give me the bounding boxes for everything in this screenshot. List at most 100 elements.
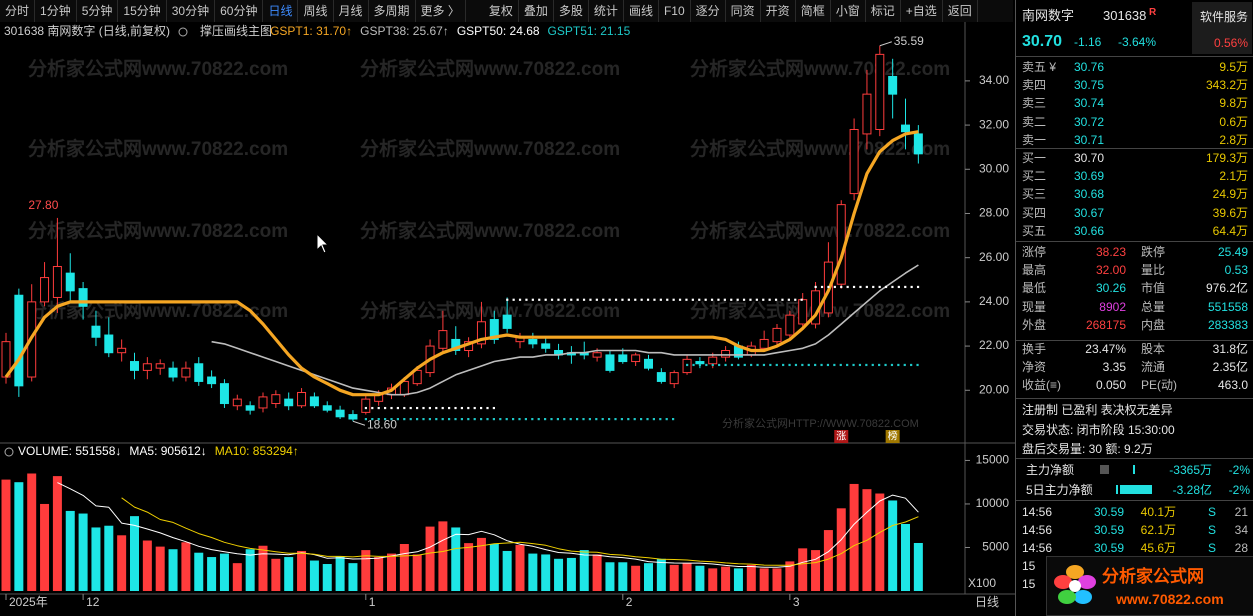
level-dot <box>718 363 721 367</box>
toolbar-button[interactable]: F10 <box>659 0 691 22</box>
toolbar-button[interactable]: 开资 <box>761 0 796 22</box>
toolbar-button[interactable]: 15分钟 <box>118 0 167 22</box>
volume-bar <box>374 557 384 591</box>
toolbar-button[interactable]: 多股 <box>554 0 589 22</box>
level-dot <box>524 418 527 421</box>
toolbar-button[interactable]: 30分钟 <box>167 0 216 22</box>
candle-body <box>1 341 11 378</box>
legend-entry: 撑压画线主图 <box>200 23 272 38</box>
volume-bar <box>772 568 782 591</box>
candle-body <box>181 367 191 378</box>
level-dot <box>788 363 791 367</box>
level-dot <box>698 363 702 367</box>
quote-text: 总量 <box>1141 299 1166 314</box>
candle-body <box>785 314 795 336</box>
level-dot <box>505 418 508 421</box>
volume-bar <box>297 550 307 591</box>
level-dot <box>878 363 881 367</box>
quote-text: 0.56% <box>1213 36 1248 50</box>
level-dot <box>441 406 444 410</box>
quote-text: 卖五 ¥ <box>1022 60 1057 74</box>
level-dot <box>576 298 579 301</box>
toolbar-button[interactable]: 逐分 <box>691 0 726 22</box>
watermark: 分析家公式网www.70822.com <box>360 299 620 322</box>
level-dot <box>620 418 623 421</box>
volume-bar <box>27 473 37 591</box>
toolbar: 分时 1分钟 5分钟 15分钟 30分钟 60分钟 日线 周线 月线 多周期 更多 〉 复权 叠加 多股… <box>0 0 1013 23</box>
quote-text: 268175 <box>1085 317 1126 332</box>
toolbar-button[interactable]: 返回 <box>943 0 978 22</box>
x-tick-label: 12 <box>86 595 100 609</box>
level-dot <box>512 298 515 301</box>
level-dot <box>801 363 804 367</box>
candle-body <box>489 319 499 340</box>
level-dot <box>556 418 559 421</box>
volume-bar <box>592 554 602 591</box>
toolbar-button[interactable]: 分时 <box>0 0 36 22</box>
volume-bar <box>387 553 396 591</box>
toolbar-button[interactable]: 简框 <box>796 0 831 22</box>
candle-body <box>348 414 358 420</box>
quote-text: 40.1万 <box>1140 505 1176 519</box>
level-dot <box>403 406 406 410</box>
toolbar-button[interactable]: 60分钟 <box>215 0 264 22</box>
toolbar-button[interactable]: 1分钟 <box>35 0 77 22</box>
quote-text: 30.69 <box>1074 169 1105 184</box>
toolbar-button[interactable]: 同资 <box>726 0 761 22</box>
volume-bar <box>733 568 743 591</box>
volume-bar <box>669 564 679 591</box>
quote-text: 交易状态: 闭市阶段 15:30:00 <box>1022 423 1175 437</box>
level-dot <box>371 406 374 410</box>
level-dot <box>872 285 875 289</box>
watermark: 分析家公式网www.70822.com <box>360 137 620 160</box>
toolbar-button[interactable]: 月线 <box>334 0 369 22</box>
volume-bar <box>656 558 666 591</box>
quote-text: 3.35 <box>1102 360 1126 375</box>
level-dot <box>550 298 554 301</box>
toolbar-button[interactable]: +自选 <box>901 0 943 22</box>
quote-text: 32.00 <box>1095 263 1126 278</box>
toolbar-button[interactable]: 5分钟 <box>77 0 119 22</box>
y-tick-label: 32.00 <box>979 117 1009 131</box>
candle-body <box>104 334 114 354</box>
level-dot <box>646 298 650 301</box>
legend-bg <box>0 24 640 40</box>
level-dot <box>422 406 425 410</box>
volume-bar <box>502 550 512 591</box>
legend-entry: GSPT1: 31.70↑ <box>270 24 352 38</box>
candle-body <box>78 288 88 307</box>
quote-text: 软件服务 <box>1199 10 1248 24</box>
toolbar-button[interactable]: 多周期 <box>369 0 416 22</box>
toolbar-button[interactable]: 周线 <box>298 0 334 22</box>
toolbar-button[interactable]: 标记 <box>866 0 901 22</box>
level-dot <box>480 418 483 421</box>
level-dot <box>814 285 817 289</box>
candle-body <box>451 338 461 351</box>
level-dot <box>588 418 591 421</box>
toolbar-button[interactable]: 画线 <box>624 0 659 22</box>
quote-text: 15 <box>1022 559 1036 573</box>
quote-text: 30.76 <box>1074 60 1105 74</box>
price-annotation: 35.59 <box>894 34 924 48</box>
toolbar-button[interactable]: 小窗 <box>831 0 866 22</box>
level-dot <box>749 298 752 301</box>
toolbar-button[interactable]: 更多 〉 <box>416 0 466 22</box>
level-dot <box>910 363 913 367</box>
quote-text: www.70822.com <box>1116 591 1224 607</box>
separator <box>1016 340 1253 341</box>
toolbar-button[interactable]: 日线 <box>263 0 299 22</box>
toolbar-button[interactable]: 统计 <box>589 0 624 22</box>
volume-bar <box>335 556 345 591</box>
level-dot <box>518 418 521 421</box>
level-dot <box>762 363 766 367</box>
period-label: 日线 <box>975 595 999 609</box>
volume-bar <box>168 549 178 591</box>
badge-box <box>834 430 849 443</box>
level-dot <box>486 406 489 410</box>
flow-icon <box>1116 485 1118 494</box>
period-tabs: 分时 1分钟 5分钟 15分钟 30分钟 60分钟 日线 周线 月线 多周期 更多 〉 <box>0 0 466 22</box>
toolbar-button[interactable]: 叠加 <box>519 0 554 22</box>
series-line <box>211 264 919 396</box>
toolbar-button[interactable]: 复权 <box>484 0 519 22</box>
volume-bar <box>888 500 898 591</box>
